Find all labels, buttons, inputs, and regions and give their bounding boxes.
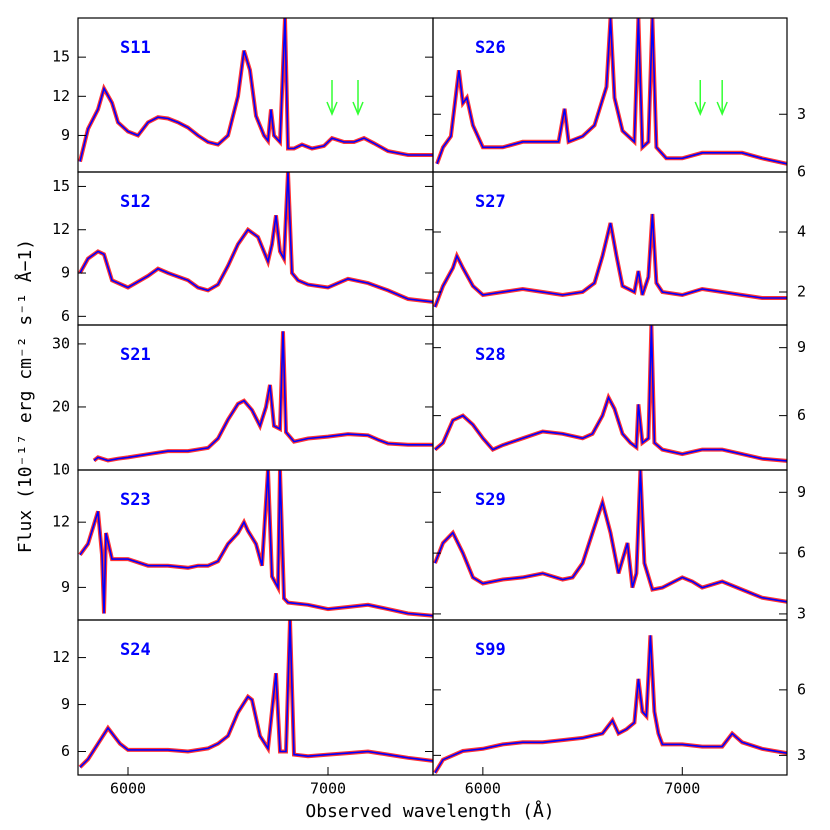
panel-title: S26 <box>475 38 506 58</box>
y-tick-label: 3 <box>797 604 806 622</box>
y-tick-label: 6 <box>61 307 70 325</box>
y-tick-label: 6 <box>797 544 806 562</box>
panel-title: S28 <box>475 345 506 365</box>
panel-plot <box>78 470 433 618</box>
y-tick-label: 9 <box>61 264 70 282</box>
panel-plot <box>92 331 433 463</box>
y-tick-label: 9 <box>797 483 806 501</box>
arrow-head <box>716 101 728 116</box>
y-tick-label: 10 <box>52 461 70 479</box>
spectrum-line <box>93 331 433 462</box>
spectrum-line <box>434 213 787 308</box>
panel-title: S23 <box>120 490 151 510</box>
panel-title: S29 <box>475 490 506 510</box>
spectrum-line <box>434 635 787 774</box>
y-tick-label: 20 <box>52 397 70 415</box>
y-tick-label: 6 <box>797 163 806 181</box>
y-tick-label: 12 <box>52 513 70 531</box>
y-tick-label: 12 <box>52 648 70 666</box>
spectrum-line <box>434 470 787 603</box>
x-tick-label: 6000 <box>465 780 501 798</box>
y-tick-label: 6 <box>61 742 70 760</box>
spectrum-line <box>79 470 433 617</box>
arrow-head <box>694 101 706 116</box>
spectrum-line <box>79 620 433 768</box>
y-tick-label: 2 <box>797 283 806 301</box>
panel-title: S99 <box>475 640 506 660</box>
panel-title: S27 <box>475 192 506 212</box>
x-axis-label: Observed wavelength (Å) <box>305 800 554 822</box>
arrow-head <box>352 101 364 116</box>
panel-title: S21 <box>120 345 151 365</box>
x-tick-label: 6000 <box>110 780 146 798</box>
panel-title: S24 <box>120 640 151 660</box>
y-tick-label: 3 <box>797 746 806 764</box>
panel-title: S12 <box>120 192 151 212</box>
y-axis-label: Flux (10⁻¹⁷ erg cm⁻² s⁻¹ Å−1) <box>14 239 36 553</box>
y-tick-label: 15 <box>52 177 70 195</box>
panel-plot <box>433 213 787 308</box>
y-tick-label: 12 <box>52 87 70 105</box>
y-tick-label: 3 <box>797 105 806 123</box>
panel-plot <box>78 18 433 163</box>
x-tick-label: 7000 <box>664 780 700 798</box>
spectrum-line <box>436 18 787 165</box>
y-tick-label: 6 <box>797 406 806 424</box>
y-tick-label: 6 <box>797 680 806 698</box>
arrow-head <box>326 101 338 116</box>
y-tick-label: 9 <box>61 578 70 596</box>
y-tick-label: 12 <box>52 220 70 238</box>
spectrum-line <box>79 172 433 303</box>
y-tick-label: 9 <box>61 695 70 713</box>
y-tick-label: 4 <box>797 223 806 241</box>
panel-plot <box>433 470 787 604</box>
panel-frame <box>432 619 788 776</box>
panel-plot <box>433 325 787 463</box>
panel-plot <box>433 635 787 774</box>
y-tick-label: 9 <box>61 126 70 144</box>
x-tick-label: 7000 <box>310 780 346 798</box>
panel-plot <box>78 172 433 304</box>
y-tick-label: 15 <box>52 48 70 66</box>
spectrum-line <box>434 325 787 462</box>
y-tick-label: 9 <box>797 338 806 356</box>
spectrum-line <box>79 18 433 162</box>
y-tick-label: 30 <box>52 334 70 352</box>
panel-plot <box>435 18 787 166</box>
panel-title: S11 <box>120 38 151 58</box>
panel-plot <box>78 620 433 769</box>
